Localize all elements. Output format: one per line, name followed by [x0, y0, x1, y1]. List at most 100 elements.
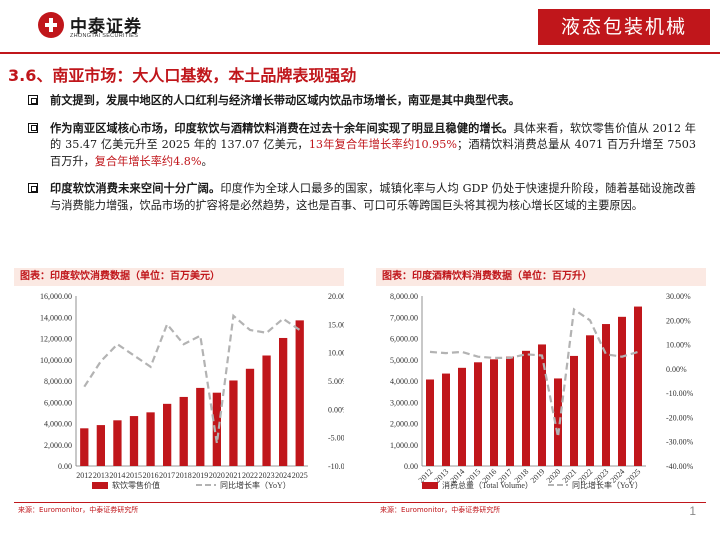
left-tick-label: 7,000.00	[390, 313, 418, 322]
chart-title: 图表：印度软饮消费数据（单位：百万美元）	[14, 268, 344, 286]
chart-bar	[586, 335, 594, 466]
chart-bar	[474, 362, 482, 466]
chart-bar	[229, 380, 238, 466]
left-tick-label: 14,000.00	[40, 313, 72, 322]
legend-bar-swatch	[422, 482, 438, 489]
chart-bar	[113, 420, 122, 466]
left-tick-label: 10,000.00	[40, 356, 72, 365]
chart-bar	[506, 356, 514, 466]
chart-bar	[245, 368, 255, 466]
bullet-lead: 印度软饮消费未来空间十分广阔。	[50, 181, 221, 195]
alcohol-chart-panel: 图表：印度酒精饮料消费数据（单位：百万升） 0.00 1,000.00 2,000.…	[376, 268, 706, 498]
logo-mark-icon	[38, 12, 64, 38]
category-label: 2020	[209, 471, 225, 480]
chart-bar	[96, 425, 105, 466]
bullet-text: 具体来看，软饮零售价值从 2012 年的 35.47 亿美元升至 2025 年的…	[50, 121, 696, 152]
chart-bar	[618, 316, 626, 466]
left-tick-label: 2,000.00	[390, 420, 418, 429]
right-tick-label: -10.00%	[666, 389, 694, 398]
left-tick-label: 0.00	[58, 462, 72, 471]
category-label: 2013	[93, 471, 109, 480]
chart-bar	[179, 396, 188, 466]
footer-divider	[14, 502, 706, 503]
chart-bar	[212, 392, 221, 466]
bullet-highlight: 复合年增长率约4.8%	[94, 154, 202, 168]
legend-bar-label: 软饮零售价值	[112, 480, 160, 490]
left-tick-label: 6,000.00	[44, 398, 72, 407]
right-tick-label: 10.00%	[328, 349, 344, 358]
right-tick-label: 10.00%	[666, 341, 691, 350]
bullet-text: ；酒精饮料消费总量从 4071 百万升增至 7503 百万升，	[50, 138, 696, 168]
legend-bar-label: 消费总量（Total Volume）	[442, 480, 533, 490]
bullet-lead: 前文提到，发展中地区的人口红利与经济增长带动区域内饮品市场增长，南亚是其中典型代…	[50, 93, 520, 107]
left-tick-label: 0.00	[404, 462, 418, 471]
chart-bar	[490, 359, 498, 466]
right-tick-label: -30.00%	[666, 438, 694, 447]
right-tick-label: -40.00%	[666, 462, 694, 471]
chart-bar	[129, 416, 139, 466]
bullet-item: 作为南亚区域核心市场，印度软饮与酒精饮料消费在过去十余年间实现了明显且稳健的增长…	[28, 120, 696, 171]
yoy-line	[429, 307, 639, 438]
right-tick-label: 15.00%	[328, 320, 344, 329]
chart-bar	[279, 337, 288, 466]
header-divider	[0, 52, 720, 54]
category-label: 2014	[109, 471, 125, 480]
chart-bar	[196, 387, 205, 466]
logo-english-name: ZHONGTAI SECURITIES	[70, 33, 139, 39]
left-tick-label: 3,000.00	[390, 398, 418, 407]
chart-source: 来源：Euromonitor，中泰证券研究所	[380, 506, 501, 514]
left-tick-label: 4,000.00	[390, 377, 418, 386]
soft-drink-chart: 0.00 2,000.00 4,000.00 6,000.00 8,000.00 10,0…	[40, 292, 344, 490]
category-label: 2021	[225, 471, 241, 480]
yoy-line	[83, 313, 301, 444]
alcohol-chart: 0.00 1,000.00 2,000.00 3,000.00 4,000.00 5,00…	[390, 292, 694, 490]
bullet-item: 印度软饮消费未来空间十分广阔。印度作为全球人口最多的国家，城镇化率与人均 GDP…	[28, 180, 696, 214]
category-label: 2023	[259, 471, 275, 480]
category-label: 2017	[159, 471, 175, 480]
left-tick-label: 2,000.00	[44, 441, 72, 450]
chart-bar	[262, 355, 271, 466]
category-label: 2015	[126, 471, 142, 480]
right-tick-label: -5.00%	[328, 434, 344, 443]
left-tick-label: 8,000.00	[390, 292, 418, 301]
chart-bar	[295, 320, 304, 466]
header: 中泰证券 ZHONGTAI SECURITIES 液态包装机械	[0, 0, 720, 52]
category-label: 2024	[275, 471, 291, 480]
category-label: 2012	[76, 471, 92, 480]
chart-bar	[442, 373, 450, 466]
right-tick-label: 5.00%	[328, 377, 344, 386]
bullet-text: 印度作为全球人口最多的国家，城镇化率与人均 GDP 仍处于快速提升阶段，随着基础…	[50, 182, 696, 212]
checkbox-square-icon	[28, 122, 38, 133]
category-label: 2019	[192, 471, 208, 480]
company-logo: 中泰证券 ZHONGTAI SECURITIES	[38, 12, 158, 44]
category-label: 2016	[143, 471, 159, 480]
bullet-text: 。	[201, 154, 213, 168]
page-title: 3.6、南亚市场：大人口基数，本土品牌表现强劲	[8, 66, 357, 85]
left-tick-label: 6,000.00	[390, 335, 418, 344]
right-tick-label: 0.00%	[666, 365, 687, 374]
right-tick-label: 30.00%	[666, 292, 691, 301]
category-label: 2022	[242, 471, 258, 480]
left-tick-label: 4,000.00	[44, 420, 72, 429]
page-number: 1	[689, 504, 696, 518]
right-tick-label: -20.00%	[666, 413, 694, 422]
logo-name: 中泰证券	[70, 17, 142, 37]
section-tag: 液态包装机械	[538, 9, 710, 45]
chart-bar	[602, 324, 610, 466]
category-label: 2025	[292, 471, 308, 480]
chart-bar	[146, 412, 155, 466]
chart-bar	[538, 344, 546, 466]
chart-title: 图表：印度酒精饮料消费数据（单位：百万升）	[376, 268, 706, 286]
category-label: 2020	[545, 467, 563, 485]
right-tick-label: -10.00%	[328, 462, 344, 471]
left-tick-label: 1,000.00	[390, 441, 418, 450]
left-tick-label: 8,000.00	[44, 377, 72, 386]
bullet-lead: 作为南亚区域核心市场，印度软饮与酒精饮料消费在过去十余年间实现了明显且稳健的增长…	[50, 120, 514, 135]
chart-bar	[426, 379, 434, 466]
right-tick-label: 20.00%	[328, 292, 344, 301]
checkbox-square-icon	[28, 95, 38, 105]
soft-drink-chart-panel: 图表：印度软饮消费数据（单位：百万美元） 0.00 2,000.00 4,000.0…	[14, 268, 344, 498]
legend-line-label: 同比增长率（YoY）	[220, 480, 291, 490]
chart-bar	[163, 403, 172, 466]
chart-bar	[80, 428, 89, 466]
